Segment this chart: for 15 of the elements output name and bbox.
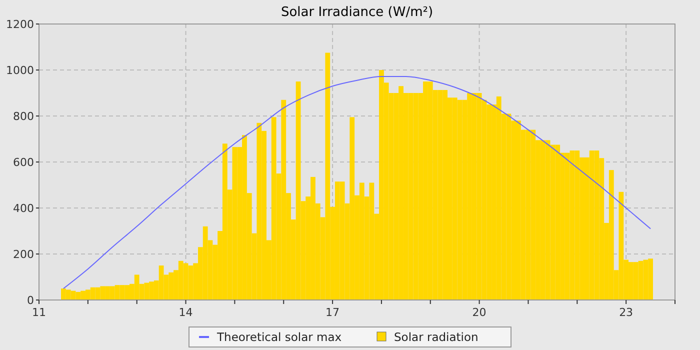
y-tick-label: 0 (27, 294, 34, 307)
x-tick-label: 23 (619, 306, 634, 319)
x-tick-label: 14 (178, 306, 193, 319)
x-tick-label: 11 (32, 306, 46, 319)
legend-label: Solar radiation (394, 330, 478, 344)
y-tick-label: 800 (13, 110, 34, 123)
y-tick-label: 1000 (6, 64, 34, 77)
y-tick-label: 200 (13, 248, 34, 261)
x-tick-label: 20 (472, 306, 486, 319)
chart-title: Solar Irradiance (W/m²) (280, 5, 434, 20)
y-tick-label: 400 (13, 202, 34, 215)
x-tick-label: 17 (326, 306, 340, 319)
y-tick-label: 600 (13, 156, 34, 169)
legend-label: Theoretical solar max (216, 330, 342, 344)
y-tick-label: 1200 (6, 18, 34, 31)
